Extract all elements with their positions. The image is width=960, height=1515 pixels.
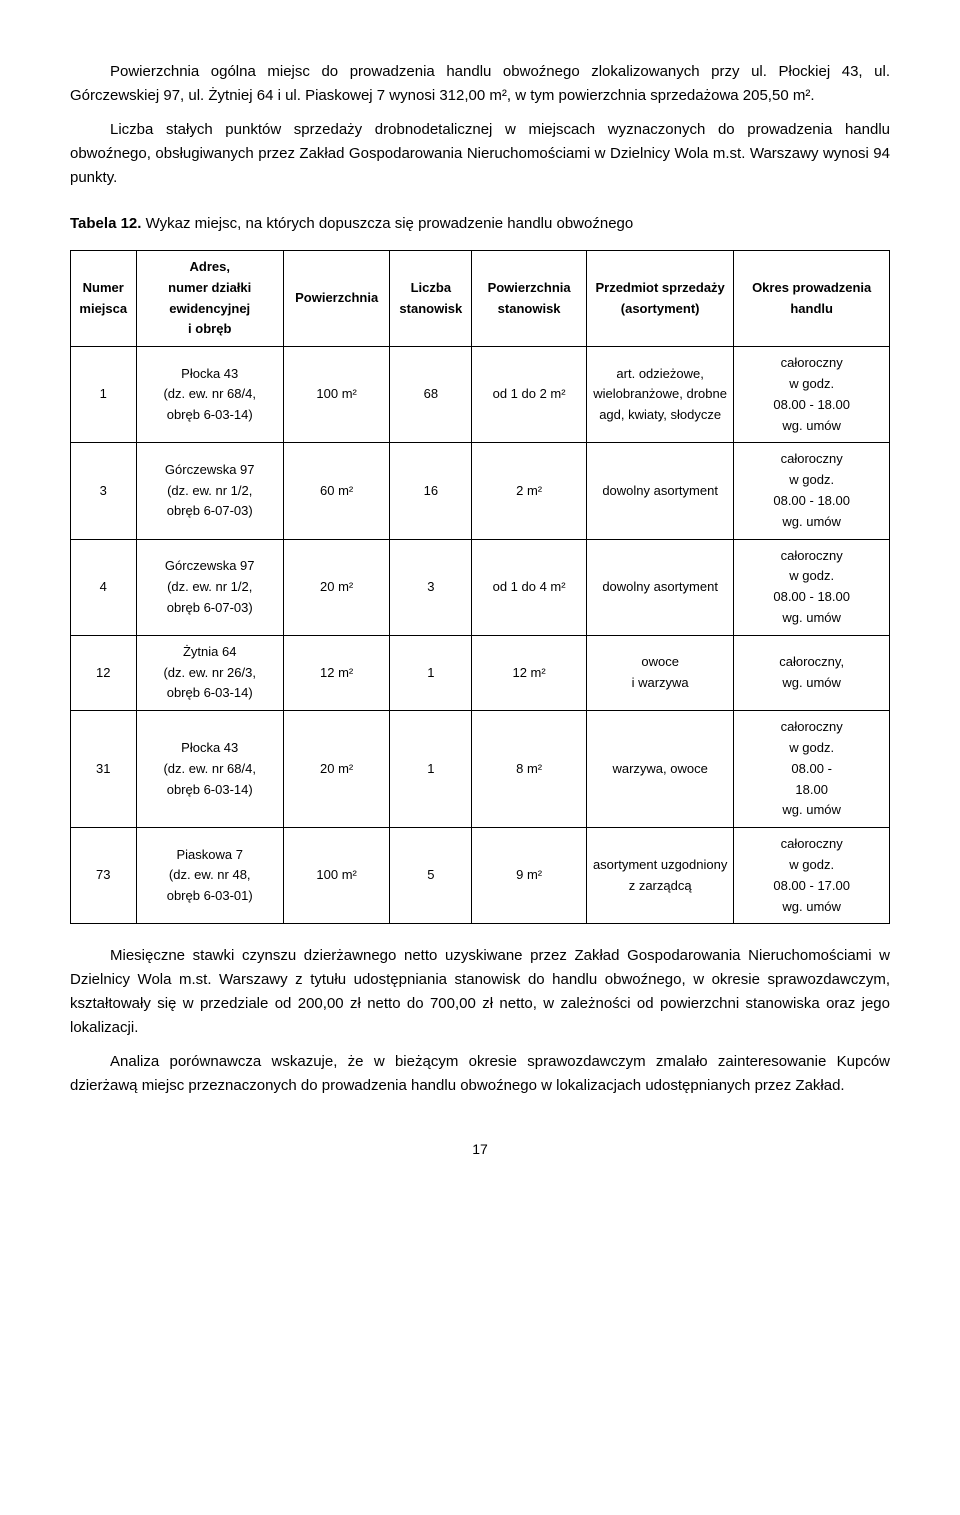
table-cell: dowolny asortyment	[586, 443, 733, 539]
table-row: 1Płocka 43(dz. ew. nr 68/4,obręb 6-03-14…	[71, 347, 890, 443]
table-cell: 3	[71, 443, 137, 539]
table-cell: całorocznyw godz.08.00 - 18.00wg. umów	[734, 443, 890, 539]
table-caption-bold: Tabela 12.	[70, 215, 141, 232]
table-cell: art. odzieżowe, wielobranżowe, drobne ag…	[586, 347, 733, 443]
table-cell: 73	[71, 828, 137, 924]
table-cell: 1	[390, 711, 472, 828]
table-cell: Płocka 43(dz. ew. nr 68/4,obręb 6-03-14)	[136, 711, 283, 828]
table-cell: 31	[71, 711, 137, 828]
table-row: 3Górczewska 97(dz. ew. nr 1/2,obręb 6-07…	[71, 443, 890, 539]
intro-paragraph-2: Liczba stałych punktów sprzedaży drobnod…	[70, 118, 890, 190]
intro-paragraph-1: Powierzchnia ogólna miejsc do prowadzeni…	[70, 60, 890, 108]
table-cell: 100 m²	[283, 828, 389, 924]
table-cell: 20 m²	[283, 711, 389, 828]
table-cell: 1	[71, 347, 137, 443]
table-cell: 12 m²	[283, 635, 389, 710]
table-cell: całorocznyw godz.08.00 - 18.00wg. umów	[734, 539, 890, 635]
col-powierzchnia-stanowisk: Powierzchnia stanowisk	[472, 251, 587, 347]
table-cell: Piaskowa 7(dz. ew. nr 48,obręb 6-03-01)	[136, 828, 283, 924]
table-cell: 12	[71, 635, 137, 710]
col-okres: Okres prowadzenia handlu	[734, 251, 890, 347]
table-cell: całorocznyw godz.08.00 - 17.00wg. umów	[734, 828, 890, 924]
outro-paragraph-2: Analiza porównawcza wskazuje, że w bieżą…	[70, 1050, 890, 1098]
table-cell: całoroczny,wg. umów	[734, 635, 890, 710]
col-adres: Adres,numer działki ewidencyjneji obręb	[136, 251, 283, 347]
table-cell: 68	[390, 347, 472, 443]
table-cell: dowolny asortyment	[586, 539, 733, 635]
table-cell: 3	[390, 539, 472, 635]
table-cell: warzywa, owoce	[586, 711, 733, 828]
table-body: 1Płocka 43(dz. ew. nr 68/4,obręb 6-03-14…	[71, 347, 890, 924]
col-powierzchnia: Powierzchnia	[283, 251, 389, 347]
table-cell: Żytnia 64(dz. ew. nr 26/3,obręb 6-03-14)	[136, 635, 283, 710]
table-cell: Górczewska 97(dz. ew. nr 1/2,obręb 6-07-…	[136, 443, 283, 539]
col-numer-miejsca: Numer miejsca	[71, 251, 137, 347]
table-row: 4Górczewska 97(dz. ew. nr 1/2,obręb 6-07…	[71, 539, 890, 635]
table-cell: 1	[390, 635, 472, 710]
table-cell: 9 m²	[472, 828, 587, 924]
table-row: 73Piaskowa 7(dz. ew. nr 48,obręb 6-03-01…	[71, 828, 890, 924]
table-cell: od 1 do 2 m²	[472, 347, 587, 443]
table-row: 31Płocka 43(dz. ew. nr 68/4,obręb 6-03-1…	[71, 711, 890, 828]
page-number: 17	[70, 1138, 890, 1160]
table-cell: 16	[390, 443, 472, 539]
outro-paragraph-1: Miesięczne stawki czynszu dzierżawnego n…	[70, 944, 890, 1040]
table-cell: 8 m²	[472, 711, 587, 828]
table-cell: Płocka 43(dz. ew. nr 68/4,obręb 6-03-14)	[136, 347, 283, 443]
table-cell: 4	[71, 539, 137, 635]
table-cell: całorocznyw godz.08.00 - 18.00wg. umów	[734, 347, 890, 443]
col-przedmiot: Przedmiot sprzedaży (asortyment)	[586, 251, 733, 347]
table-cell: owocei warzywa	[586, 635, 733, 710]
table-cell: 20 m²	[283, 539, 389, 635]
table-cell: 100 m²	[283, 347, 389, 443]
table-caption: Tabela 12. Wykaz miejsc, na których dopu…	[70, 212, 890, 236]
table-caption-rest: Wykaz miejsc, na których dopuszcza się p…	[141, 215, 633, 232]
table-cell: od 1 do 4 m²	[472, 539, 587, 635]
places-table: Numer miejsca Adres,numer działki ewiden…	[70, 250, 890, 924]
table-cell: całorocznyw godz.08.00 -18.00wg. umów	[734, 711, 890, 828]
table-cell: 12 m²	[472, 635, 587, 710]
table-header-row: Numer miejsca Adres,numer działki ewiden…	[71, 251, 890, 347]
table-cell: 2 m²	[472, 443, 587, 539]
table-row: 12Żytnia 64(dz. ew. nr 26/3,obręb 6-03-1…	[71, 635, 890, 710]
table-cell: asortyment uzgodnionyz zarządcą	[586, 828, 733, 924]
col-liczba-stanowisk: Liczba stanowisk	[390, 251, 472, 347]
table-cell: Górczewska 97(dz. ew. nr 1/2,obręb 6-07-…	[136, 539, 283, 635]
table-cell: 60 m²	[283, 443, 389, 539]
table-cell: 5	[390, 828, 472, 924]
